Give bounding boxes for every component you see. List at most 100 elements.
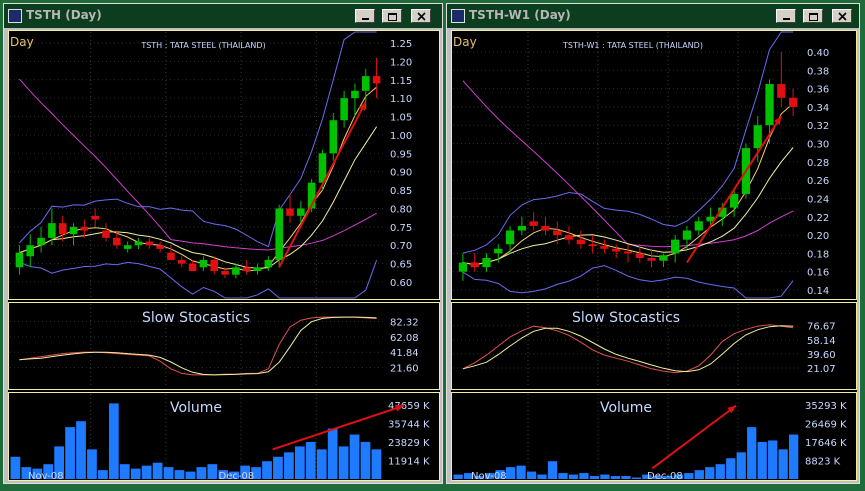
volume-bar — [65, 427, 75, 479]
chart-title: TSTH-W1 : TATA STEEL (THAILAND) — [562, 41, 703, 50]
volume-bar — [10, 456, 21, 479]
date-label: Nov-08 — [28, 471, 64, 481]
price-tick-label: 0.70 — [390, 241, 412, 252]
candle-body — [694, 221, 703, 231]
trend-arrow — [278, 101, 367, 268]
candle-body — [58, 223, 67, 235]
close-icon[interactable] — [411, 9, 431, 23]
candle-body — [635, 253, 644, 258]
volume-bar — [316, 449, 327, 479]
volume-trend-arrow — [272, 404, 405, 451]
stochastics-d-line — [19, 316, 377, 376]
volume-bar — [327, 428, 338, 479]
volume-bar — [484, 473, 495, 479]
stochastics-tick-label: 82.32 — [390, 317, 419, 328]
maximize-icon[interactable] — [803, 9, 823, 23]
candle-body — [612, 248, 621, 252]
volume-bar — [21, 467, 32, 479]
window-title: TSTH (Day) — [26, 8, 102, 22]
candle-body — [80, 226, 89, 231]
price-panel-border — [8, 30, 440, 300]
volume-bar — [694, 470, 704, 479]
window-titlebar[interactable]: TSTH-W1 (Day) — [447, 4, 859, 28]
candle-body — [199, 259, 208, 268]
candle-body — [505, 230, 515, 245]
volume-bar — [789, 434, 799, 479]
candle-body — [553, 230, 562, 236]
stochastics-tick-label: 41.84 — [390, 348, 419, 359]
price-tick-label: 0.60 — [390, 278, 412, 289]
close-icon[interactable] — [832, 9, 852, 23]
volume-bar — [251, 467, 261, 479]
window-tsth[interactable]: TSTH (Day) 1.25 1.20 1.15 1.10 1.05 1.00 0.95 0… — [3, 3, 443, 484]
candle-body — [765, 84, 774, 126]
candle-body — [600, 246, 609, 249]
volume-tick-label: 47659 K — [388, 401, 430, 412]
candle-body — [307, 182, 316, 209]
price-tick-label: 0.34 — [807, 103, 829, 114]
candle-body — [671, 239, 680, 254]
minimize-icon[interactable] — [776, 9, 796, 23]
candle-body — [682, 230, 692, 240]
volume-bar — [547, 461, 558, 479]
stochastics-k-line — [19, 316, 377, 376]
price-tick-label: 1.10 — [390, 94, 412, 105]
volume-bar — [185, 471, 196, 479]
candle-body — [340, 98, 348, 121]
volume-trend-arrowhead — [394, 404, 404, 412]
candle-body — [623, 251, 633, 254]
window-tsth-w1[interactable]: TSTH-W1 (Day) 0.40 0.38 0.36 0.34 0.32 0.30 0.… — [446, 3, 860, 484]
volume-bar — [568, 474, 579, 479]
price-tick-label: 0.20 — [807, 231, 829, 242]
candle-body — [647, 257, 656, 261]
volume-bar — [610, 476, 621, 479]
stochastics-tick-label: 21.07 — [807, 364, 836, 375]
bollinger-lower-line — [19, 260, 378, 299]
volume-bar — [196, 467, 207, 479]
volume-bar — [371, 449, 382, 479]
volume-bar — [705, 467, 715, 479]
volume-tick-label: 8823 K — [805, 456, 841, 467]
candle-body — [167, 252, 175, 260]
bollinger-lower-line — [462, 265, 794, 299]
volume-bar — [463, 473, 474, 479]
candle-body — [788, 97, 798, 107]
candle-body — [318, 153, 327, 183]
volume-bar — [642, 474, 652, 479]
candle-body — [134, 241, 143, 246]
chart-area[interactable]: 0.40 0.38 0.36 0.34 0.32 0.30 0.28 0.26 0.24 0.22… — [451, 30, 857, 481]
candle-body — [529, 221, 538, 226]
candle-body — [37, 237, 45, 246]
volume-bar — [207, 464, 218, 479]
price-tick-label: 1.15 — [390, 76, 412, 87]
volume-bar — [768, 440, 778, 479]
candle-body — [48, 223, 56, 238]
stochastics-k-line — [462, 324, 794, 374]
volume-bar — [360, 441, 371, 479]
candle-body — [458, 262, 468, 272]
volume-bar — [526, 471, 537, 479]
volume-bar — [119, 464, 130, 479]
price-tick-label: 1.05 — [390, 113, 412, 124]
candle-body — [297, 208, 305, 216]
maximize-icon[interactable] — [382, 9, 402, 23]
volume-bar — [516, 465, 526, 479]
minimize-icon[interactable] — [355, 9, 375, 23]
window-titlebar[interactable]: TSTH (Day) — [4, 4, 442, 28]
candle-body — [145, 241, 154, 246]
candle-body — [113, 237, 121, 246]
chart-area[interactable]: 1.25 1.20 1.15 1.10 1.05 1.00 0.95 0.90 0.85 0.80… — [8, 30, 440, 481]
candle-body — [102, 230, 110, 238]
volume-trend-arrowhead — [727, 405, 737, 414]
moving-average-long — [19, 78, 377, 251]
candle-body — [188, 263, 197, 271]
volume-bar — [349, 434, 360, 479]
volume-bar — [631, 477, 642, 479]
price-tick-label: 0.30 — [807, 140, 829, 151]
volume-bar — [558, 473, 568, 479]
price-tick-label: 0.80 — [390, 204, 412, 215]
volume-bar — [98, 470, 108, 479]
trend-arrowhead — [773, 116, 782, 125]
volume-label: Volume — [600, 400, 652, 416]
date-label: Dec-08 — [647, 471, 683, 481]
